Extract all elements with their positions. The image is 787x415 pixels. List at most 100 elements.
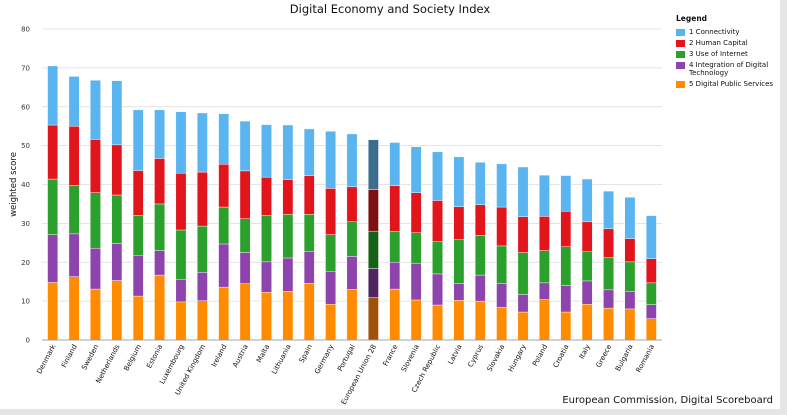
bar-segment: [560, 211, 572, 247]
bar-segment: [111, 280, 123, 341]
bar-segment: [496, 163, 507, 208]
bar-segment: [197, 171, 208, 227]
bar-segment: [346, 133, 358, 188]
bar-segment: [132, 295, 144, 341]
bar-segment: [197, 272, 208, 301]
bar-segment: [132, 170, 144, 216]
bar-segment: [303, 214, 315, 252]
x-tick-label: Finland: [60, 343, 79, 369]
bar-segment: [47, 124, 59, 180]
y-tick-label: 20: [21, 259, 30, 267]
bar-segment: [410, 299, 422, 341]
bar-segment: [539, 216, 550, 251]
legend-label: 4 Integration of Digital Technology: [689, 61, 769, 77]
legend-label: 5 Digital Public Services: [689, 80, 774, 88]
bar-segment: [239, 218, 251, 253]
bar-segment: [282, 291, 294, 341]
bar-segment: [645, 258, 657, 284]
bar-segment: [432, 273, 443, 306]
y-tick-label: 40: [21, 181, 30, 189]
bar-segment: [325, 304, 336, 341]
bar-segment: [218, 113, 230, 165]
bar-segment: [496, 206, 507, 247]
bar-segment: [197, 300, 208, 341]
bar-segment: [453, 156, 465, 207]
bar-segment: [603, 257, 614, 291]
bar-segment: [645, 282, 657, 305]
bar-segment: [603, 190, 614, 230]
x-tick-label: Latvia: [447, 343, 464, 366]
bar-segment: [303, 128, 315, 176]
bar-segment: [603, 228, 614, 258]
x-tick-label: Slovenia: [400, 343, 421, 373]
x-tick-label: Austria: [231, 343, 250, 369]
bar-segment: [410, 192, 422, 233]
legend-items: 1 Connectivity 2 Human Capital 3 Use of In…: [676, 28, 780, 88]
bar-segment: [47, 178, 59, 235]
legend-label: 2 Human Capital: [689, 39, 748, 47]
bar-segment: [496, 283, 507, 308]
bar-segment: [389, 288, 401, 341]
bar-segment: [389, 231, 401, 263]
legend-item: 3 Use of Internet: [676, 50, 780, 58]
bar-segment: [111, 80, 123, 146]
bar-segment: [474, 235, 486, 276]
y-tick-label: 30: [21, 220, 30, 228]
y-tick-label: 70: [21, 64, 30, 72]
bar-segment: [496, 245, 507, 284]
bar-segment: [389, 142, 401, 186]
bar-segment: [325, 131, 336, 189]
legend-swatch: [676, 50, 685, 58]
bar-segment: [474, 162, 486, 205]
x-tick-label: Poland: [531, 343, 549, 367]
bar-segment: [68, 233, 80, 277]
x-tick-label: Estonia: [145, 343, 164, 370]
bar-segment: [432, 151, 443, 201]
bar-segment: [111, 243, 123, 281]
x-tick-label: Italy: [578, 343, 592, 360]
x-tick-label: Greece: [595, 343, 614, 369]
bar-segment: [239, 170, 251, 219]
bar-segment: [581, 304, 593, 341]
x-tick-label: Germany: [313, 343, 335, 375]
y-tick-label: 10: [21, 298, 30, 306]
bar-segment: [218, 206, 230, 245]
bar-segment: [111, 194, 123, 244]
bar-segment: [282, 214, 294, 259]
bar-segment: [47, 282, 59, 341]
bar-segment: [645, 318, 657, 341]
x-tick-label: Hungary: [507, 343, 528, 373]
bar-segment: [261, 176, 272, 216]
bar-segment: [325, 188, 336, 235]
x-tick-label: Belgium: [122, 343, 143, 372]
y-tick-label: 80: [21, 26, 30, 34]
chart-title: Digital Economy and Society Index: [289, 2, 491, 16]
bar-segment: [90, 288, 101, 341]
legend-label: 1 Connectivity: [689, 28, 740, 36]
bar-segment: [90, 192, 101, 249]
bar-segment: [410, 146, 422, 193]
bars: [47, 65, 657, 341]
bar-segment: [603, 307, 614, 341]
legend-item: 5 Digital Public Services: [676, 80, 780, 88]
bar-segment: [218, 286, 230, 341]
x-tick-label: Croatia: [552, 343, 571, 369]
bar-segment: [132, 109, 144, 171]
y-tick-label: 50: [21, 142, 30, 150]
bar-segment: [132, 255, 144, 297]
x-tick-label: Spain: [298, 343, 314, 364]
bar-segment: [154, 109, 165, 159]
y-tick-labels: 0 10 20 30 40 50 60 70 80: [21, 26, 30, 345]
bar-segment: [261, 261, 272, 293]
bar-segment: [432, 200, 443, 242]
x-tick-label: Romania: [635, 343, 656, 374]
x-tick-label: Sweden: [80, 343, 100, 371]
bar-segment: [325, 270, 336, 305]
bar-segment: [560, 311, 572, 341]
bar-segment: [389, 262, 401, 290]
bar-segment: [453, 239, 465, 284]
bar-segment: [581, 221, 593, 252]
bar-segment: [645, 304, 657, 319]
bar-segment: [346, 289, 358, 341]
